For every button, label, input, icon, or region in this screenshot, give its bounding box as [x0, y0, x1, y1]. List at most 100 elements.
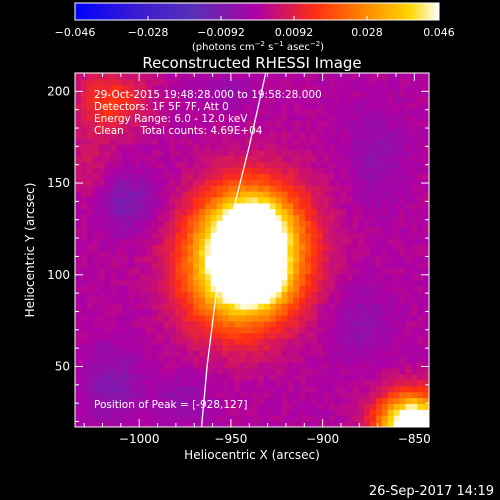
heatmap-cell: [92, 332, 100, 340]
heatmap-cell: [80, 332, 88, 340]
heatmap-cell: [110, 350, 117, 357]
heatmap-cell: [222, 320, 229, 328]
heatmap-cell: [275, 96, 283, 104]
heatmap-cell: [216, 303, 224, 310]
heatmap-cell: [269, 102, 277, 109]
heatmap-cell: [193, 255, 200, 263]
heatmap-cell: [375, 120, 383, 127]
heatmap-cell: [358, 114, 365, 121]
heatmap-cell: [216, 362, 224, 369]
heatmap-cell: [193, 73, 200, 80]
heatmap-cell: [210, 279, 218, 286]
heatmap-cell: [175, 291, 182, 298]
heatmap-cell: [405, 326, 412, 334]
heatmap-cell: [222, 303, 229, 310]
heatmap-cell: [269, 202, 277, 210]
heatmap-cell: [246, 373, 253, 381]
heatmap-cell: [358, 403, 365, 410]
heatmap-cell: [287, 126, 294, 133]
heatmap-cell: [134, 220, 141, 227]
heatmap-cell: [417, 132, 424, 139]
heatmap-cell: [181, 273, 188, 281]
heatmap-cell: [370, 191, 377, 198]
heatmap-cell: [193, 250, 200, 257]
heatmap-cell: [193, 202, 200, 210]
heatmap-cell: [193, 132, 200, 139]
heatmap-cell: [75, 309, 82, 316]
heatmap-cell: [311, 96, 318, 104]
heatmap-cell: [104, 255, 111, 263]
heatmap-cell: [151, 250, 159, 257]
heatmap-cell: [358, 90, 365, 98]
heatmap-cell: [370, 385, 377, 393]
heatmap-cell: [423, 167, 429, 174]
heatmap-cell: [393, 102, 401, 109]
heatmap-cell: [163, 421, 170, 427]
heatmap-cell: [423, 397, 429, 404]
heatmap-cell: [381, 255, 389, 263]
heatmap-cell: [175, 332, 182, 340]
heatmap-cell: [116, 143, 123, 151]
heatmap-cell: [216, 220, 224, 227]
heatmap-cell: [80, 403, 88, 410]
heatmap-cell: [175, 149, 182, 157]
heatmap-cell: [269, 167, 277, 174]
heatmap-cell: [328, 137, 336, 145]
heatmap-cell: [104, 102, 111, 109]
heatmap-cell: [116, 167, 123, 174]
heatmap-cell: [210, 214, 218, 222]
heatmap-cell: [175, 232, 182, 239]
heatmap-cell: [370, 84, 377, 92]
heatmap-cell: [281, 291, 288, 298]
heatmap-cell: [122, 185, 129, 192]
heatmap-cell: [281, 403, 288, 410]
heatmap-cell: [210, 338, 218, 345]
heatmap-cell: [370, 126, 377, 133]
heatmap-cell: [423, 108, 429, 115]
heatmap-cell: [405, 179, 412, 186]
heatmap-cell: [252, 373, 259, 381]
heatmap-cell: [246, 415, 253, 422]
heatmap-cell: [328, 403, 336, 410]
heatmap-cell: [80, 244, 88, 251]
heatmap-cell: [175, 90, 182, 98]
heatmap-cell: [299, 320, 306, 328]
heatmap-cell: [86, 191, 94, 198]
heatmap-cell: [340, 114, 347, 121]
heatmap-cell: [275, 196, 283, 204]
heatmap-cell: [281, 191, 288, 198]
heatmap-cell: [399, 155, 406, 163]
heatmap-cell: [240, 344, 247, 351]
heatmap-cell: [92, 191, 100, 198]
heatmap-cell: [86, 397, 94, 404]
heatmap-cell: [216, 250, 224, 257]
heatmap-cell: [311, 421, 318, 427]
heatmap-cell: [216, 385, 224, 393]
heatmap-cell: [204, 220, 212, 227]
heatmap-cell: [352, 196, 359, 204]
heatmap-cell: [423, 214, 429, 222]
heatmap-cell: [311, 202, 318, 210]
heatmap-cell: [375, 379, 383, 387]
heatmap-cell: [222, 297, 229, 304]
heatmap-cell: [269, 108, 277, 115]
heatmap-cell: [275, 167, 283, 174]
heatmap-cell: [204, 261, 212, 269]
heatmap-cell: [263, 238, 271, 245]
heatmap-cell: [86, 108, 94, 115]
heatmap-cell: [110, 320, 117, 328]
heatmap-cell: [252, 291, 259, 298]
heatmap-cell: [240, 303, 247, 310]
heatmap-cell: [411, 84, 418, 92]
heatmap-cell: [246, 244, 253, 251]
heatmap-cell: [163, 332, 170, 340]
heatmap-cell: [399, 397, 406, 404]
heatmap-cell: [405, 285, 412, 292]
heatmap-cell: [328, 356, 336, 363]
heatmap-cell: [269, 261, 277, 269]
heatmap-cell: [98, 173, 106, 180]
heatmap-cell: [311, 303, 318, 310]
heatmap-cell: [222, 362, 229, 369]
heatmap-cell: [86, 96, 94, 104]
heatmap-cell: [122, 261, 129, 269]
